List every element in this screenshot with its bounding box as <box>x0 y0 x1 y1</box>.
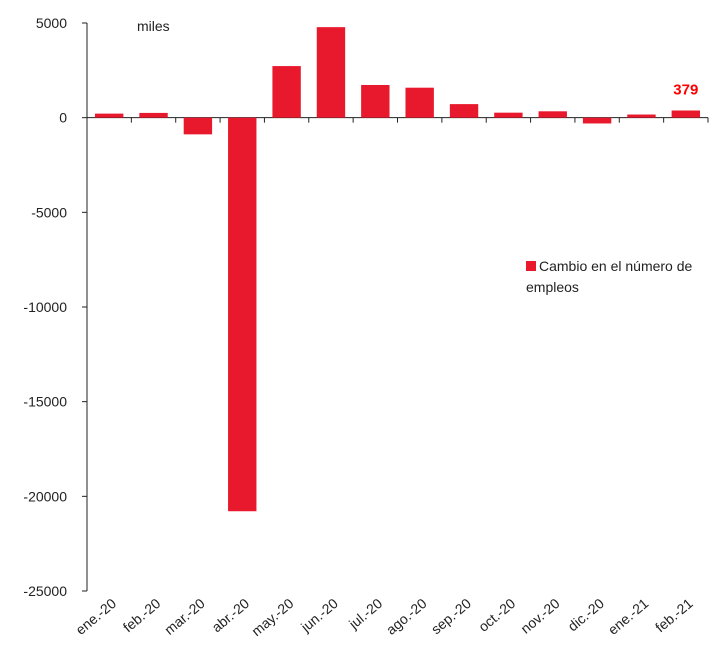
legend-swatch <box>526 261 536 271</box>
bar <box>139 113 167 118</box>
x-tick-label: ago.-20 <box>383 595 430 638</box>
legend-label-line-1: Cambio en el número de <box>539 258 693 274</box>
y-tick-label: 5000 <box>36 15 67 31</box>
bar <box>184 118 212 135</box>
bar <box>95 114 123 118</box>
x-tick-label: mar.-20 <box>161 595 208 638</box>
x-tick-label: ene.-20 <box>72 595 119 638</box>
bar <box>583 118 611 124</box>
y-tick-label: -15000 <box>23 394 67 410</box>
y-tick-label: -5000 <box>31 204 67 220</box>
unit-label: miles <box>137 18 170 34</box>
y-tick-label: 0 <box>59 110 67 126</box>
y-tick-label: -25000 <box>23 583 67 599</box>
x-tick-label: feb.-20 <box>120 595 164 635</box>
legend-label-line-2: empleos <box>526 279 579 295</box>
bar <box>228 118 256 512</box>
bar <box>361 85 389 118</box>
y-tick-label: -10000 <box>23 299 67 315</box>
bar <box>405 88 433 118</box>
data-label-highlight: 379 <box>673 81 698 98</box>
bar <box>627 115 655 118</box>
bar <box>450 104 478 118</box>
x-tick-label: feb.-21 <box>652 595 696 635</box>
x-tick-label: nov.-20 <box>517 595 562 637</box>
x-tick-label: sep.-20 <box>428 595 474 637</box>
bar <box>672 110 700 117</box>
x-tick-label: jul.-20 <box>345 595 385 633</box>
y-axis: 5000 0 -5000 -10000 -15000 -20000 -25000 <box>23 15 87 599</box>
y-tick-label: -20000 <box>23 488 67 504</box>
x-tick-label: oct.-20 <box>475 595 518 635</box>
legend: Cambio en el número de empleos <box>526 258 693 295</box>
x-tick-label: dic.-20 <box>565 595 608 634</box>
bar <box>539 111 567 117</box>
x-tick-label: abr.-20 <box>208 595 252 635</box>
bar <box>494 113 522 118</box>
x-tick-label: ene.-21 <box>605 595 652 638</box>
x-tick-label: jun.-20 <box>297 595 341 636</box>
bar <box>272 66 300 118</box>
bar <box>317 27 345 118</box>
x-tick-label: may.-20 <box>248 595 296 639</box>
